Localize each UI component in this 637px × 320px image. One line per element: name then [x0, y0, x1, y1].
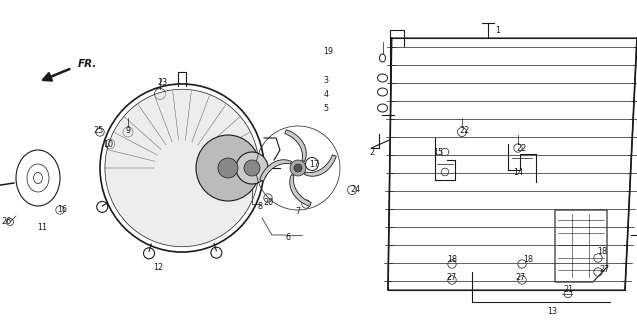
Text: 4: 4: [324, 90, 329, 99]
Text: 10: 10: [103, 140, 113, 148]
Circle shape: [294, 164, 302, 172]
Ellipse shape: [196, 135, 260, 201]
Polygon shape: [285, 130, 306, 162]
Text: 18: 18: [597, 247, 607, 257]
Text: 23: 23: [157, 77, 167, 86]
Text: 17: 17: [309, 159, 319, 169]
Text: 27: 27: [515, 274, 525, 283]
Text: 2: 2: [369, 148, 375, 156]
Text: 1: 1: [496, 26, 501, 35]
Text: 25: 25: [93, 125, 103, 134]
Polygon shape: [260, 160, 292, 181]
Text: 27: 27: [447, 274, 457, 283]
Circle shape: [218, 158, 238, 178]
Text: 27: 27: [600, 266, 610, 275]
Circle shape: [244, 160, 260, 176]
Circle shape: [236, 152, 268, 184]
Text: 21: 21: [563, 285, 573, 294]
Polygon shape: [290, 174, 311, 206]
Text: 12: 12: [153, 263, 163, 273]
Text: 14: 14: [513, 167, 523, 177]
Text: 26: 26: [1, 218, 11, 227]
Text: 11: 11: [37, 223, 47, 233]
Text: 20: 20: [263, 197, 273, 206]
Text: 9: 9: [125, 125, 131, 134]
Text: 16: 16: [57, 205, 67, 214]
Text: 8: 8: [257, 202, 262, 211]
Ellipse shape: [105, 89, 259, 247]
Text: 19: 19: [323, 47, 333, 57]
Text: 5: 5: [324, 103, 329, 113]
Text: 3: 3: [324, 76, 329, 84]
Text: 18: 18: [447, 255, 457, 265]
Text: 22: 22: [517, 143, 527, 153]
Polygon shape: [304, 155, 336, 176]
Text: 7: 7: [296, 207, 301, 217]
Text: 18: 18: [523, 255, 533, 265]
Text: 24: 24: [350, 186, 360, 195]
Text: 13: 13: [547, 308, 557, 316]
Text: 6: 6: [285, 234, 290, 243]
Text: 15: 15: [433, 148, 443, 156]
Text: 22: 22: [460, 125, 470, 134]
Circle shape: [290, 160, 306, 176]
Text: FR.: FR.: [78, 59, 97, 69]
